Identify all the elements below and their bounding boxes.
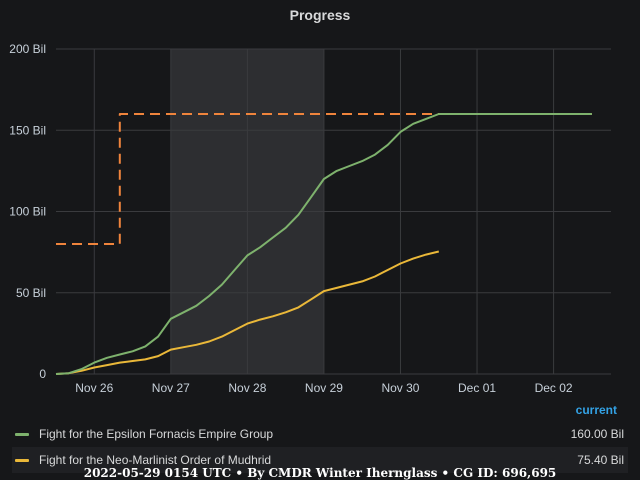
x-tick-label: Nov 30: [381, 381, 419, 395]
legend-swatch-neo-marlinist: [15, 459, 29, 462]
legend-row-neo-marlinist[interactable]: Fight for the Neo-Marlinist Order of Mud…: [12, 447, 628, 473]
legend-swatch-epsilon: [15, 433, 29, 436]
x-tick-label: Dec 02: [535, 381, 573, 395]
series-line-1: [55, 250, 440, 375]
y-tick-label: 150 Bil: [9, 123, 46, 137]
legend-row-epsilon[interactable]: Fight for the Epsilon Fornacis Empire Gr…: [12, 421, 628, 447]
x-tick-label: Nov 29: [305, 381, 343, 395]
y-tick-label: 100 Bil: [9, 205, 46, 219]
legend-label-neo-marlinist[interactable]: Fight for the Neo-Marlinist Order of Mud…: [39, 453, 272, 467]
footer-credit: 2022-05-29 0154 UTC • By CMDR Winter Ihe…: [83, 466, 557, 480]
chart-title: Progress: [289, 7, 351, 23]
y-tick-label: 0: [39, 367, 46, 381]
target-dashed-line: [56, 113, 592, 245]
x-tick-label: Nov 26: [75, 381, 113, 395]
y-tick-label: 200 Bil: [9, 42, 46, 56]
y-tick-label: 50 Bil: [16, 286, 46, 300]
legend-current-header[interactable]: current: [575, 403, 617, 417]
legend-value-neo-marlinist: 75.40 Bil: [577, 453, 624, 467]
legend-value-epsilon: 160.00 Bil: [570, 427, 624, 441]
series-line-0: [55, 113, 592, 375]
x-tick-label: Dec 01: [458, 381, 496, 395]
legend-label-epsilon[interactable]: Fight for the Epsilon Fornacis Empire Gr…: [39, 427, 274, 441]
x-tick-label: Nov 28: [228, 381, 266, 395]
chart: 0 50 Bil 100 Bil 150 Bil 200 Bil Nov 26 Nov 27…: [9, 42, 611, 395]
x-tick-label: Nov 27: [152, 381, 190, 395]
